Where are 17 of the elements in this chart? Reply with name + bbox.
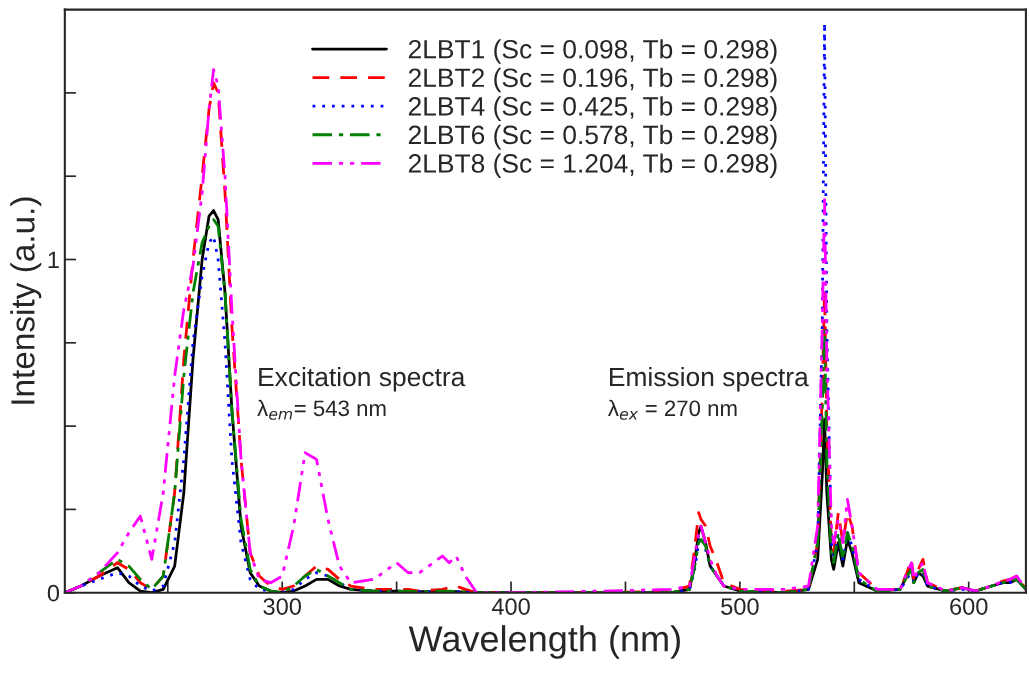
annotation: λ$_{ex}$ = 270 nm [607, 399, 737, 420]
x-tick-label: 500 [721, 598, 759, 615]
annotation: λ$_{em}$= 543 nm [257, 399, 386, 420]
legend-label: 2LBT4 (Sc = 0.425, Tb = 0.298) [408, 96, 777, 121]
x-tick-label: 600 [950, 598, 988, 615]
legend-label: 2LBT8 (Sc = 1.204, Tb = 0.298) [408, 153, 777, 178]
x-tick-label: 300 [263, 598, 301, 615]
x-axis-title: Wavelength (nm) [408, 625, 680, 659]
legend-label: 2LBT6 (Sc = 0.578, Tb = 0.298) [408, 124, 777, 150]
legend-label: 2LBT2 (Sc = 0.196, Tb = 0.298) [408, 67, 777, 93]
y-axis-title: Intensity (a.u.) [10, 197, 42, 404]
y-tick-label: 0 [47, 584, 60, 602]
x-tick-label: 400 [491, 598, 530, 615]
legend-label: 2LBT1 (Sc = 0.098, Tb = 0.298) [408, 39, 777, 64]
y-tick-label: 1 [48, 251, 59, 269]
annotation: Excitation spectra [259, 366, 466, 392]
annotation: Emission spectra [610, 366, 809, 392]
